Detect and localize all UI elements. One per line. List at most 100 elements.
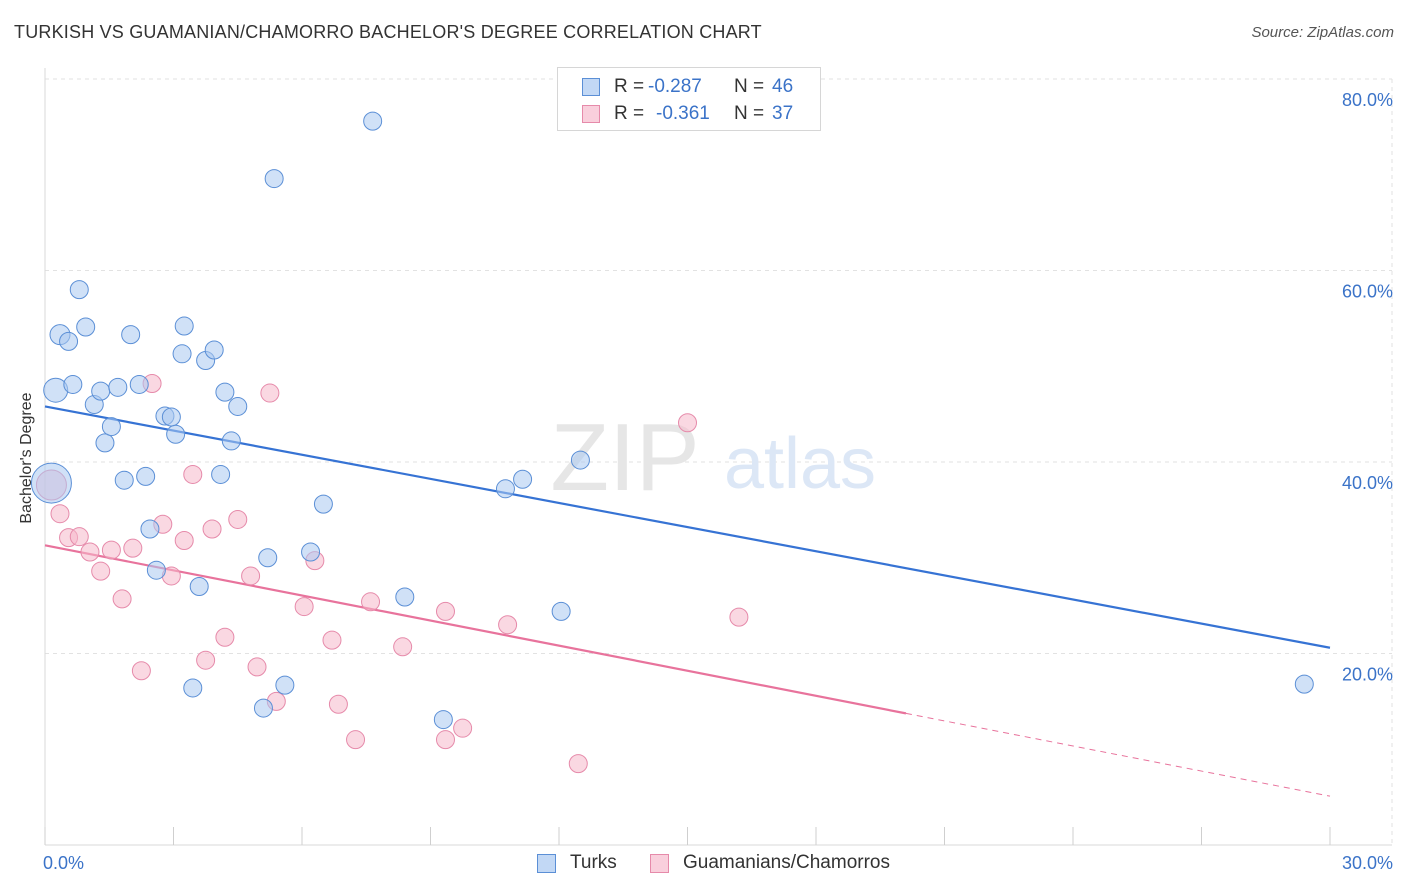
turks-point (570, 450, 590, 470)
turks-point (59, 331, 79, 351)
turks-swatch (582, 78, 600, 96)
x-tick-label-max: 30.0% (1342, 853, 1393, 873)
trend-line (44, 405, 1331, 649)
turks-point (189, 576, 209, 596)
chart-source: Source: ZipAtlas.com (1251, 24, 1394, 41)
guamanian-point (196, 650, 216, 670)
turks-point (114, 470, 134, 490)
guamanians-legend-label: Guamanians/Chamorros (683, 852, 890, 873)
guamanian-point (678, 413, 697, 433)
n-value: 46 (772, 76, 794, 97)
guamanian-point (435, 730, 455, 750)
guamanian-point (568, 754, 588, 774)
turks-point (258, 548, 278, 568)
guamanian-point (112, 589, 132, 609)
guamanian-point (91, 561, 111, 581)
guamanian-point (215, 627, 235, 647)
r-label: R = (614, 103, 645, 124)
r-value: -0.361 (656, 103, 710, 124)
stats-legend: R = -0.287 N = 46 R = -0.361 N = 37 (557, 67, 821, 131)
turks-legend-label: Turks (570, 852, 617, 873)
y-tick-label: 80.0% (1342, 90, 1393, 110)
guamanian-point (80, 542, 100, 562)
turks-point (275, 675, 295, 695)
turks-point (63, 374, 83, 394)
guamanian-point (183, 464, 203, 484)
trend-line (44, 544, 907, 715)
turks-point (146, 560, 166, 580)
tick-label-layer: 20.0% 40.0% 60.0% 80.0% 0.0% 30.0% (43, 90, 1393, 873)
turks-point (395, 587, 415, 607)
turks-point (129, 374, 149, 394)
turks-legend-swatch (537, 854, 556, 873)
guamanian-point (241, 566, 261, 586)
turks-point (69, 280, 89, 300)
turks-point (1294, 674, 1314, 694)
guamanian-point (123, 538, 143, 558)
guamanian-point (69, 527, 89, 547)
guamanian-point (50, 504, 70, 524)
turks-point (30, 462, 72, 504)
turks-point (172, 344, 192, 364)
guamanian-point (729, 607, 749, 627)
turks-point (301, 542, 321, 562)
points-layer (30, 111, 1314, 774)
trend-layer (44, 405, 1331, 797)
guamanian-point (294, 597, 314, 617)
guamanian-point (435, 601, 455, 621)
turks-point (174, 316, 194, 336)
guamanian-point (101, 540, 121, 560)
grid-layer (45, 78, 1393, 845)
guamanians-swatch (582, 105, 600, 123)
guamanian-point (328, 694, 348, 714)
guamanian-point (346, 730, 366, 750)
y-tick-label: 40.0% (1342, 473, 1393, 493)
turks-point (221, 431, 241, 451)
chart-title: TURKISH VS GUAMANIAN/CHAMORRO BACHELOR'S… (14, 22, 762, 42)
turks-point (161, 407, 181, 427)
turks-point (166, 424, 186, 444)
turks-point (228, 396, 248, 416)
turks-point (433, 710, 453, 730)
guamanian-point (498, 615, 518, 635)
r-label: R = (614, 76, 645, 97)
turks-point (313, 494, 333, 514)
n-label: N = (734, 103, 765, 124)
guamanian-point (361, 592, 381, 612)
guamanian-point (247, 657, 267, 677)
x-tick-label-min: 0.0% (43, 853, 84, 873)
guamanian-point (174, 531, 194, 551)
guamanian-point (131, 661, 151, 681)
turks-point (95, 433, 115, 453)
guamanian-point (453, 718, 473, 738)
turks-point (136, 466, 156, 486)
guamanian-point (393, 637, 413, 657)
guamanians-legend-swatch (650, 854, 669, 873)
turks-point (183, 678, 203, 698)
y-tick-label: 20.0% (1342, 665, 1393, 685)
n-label: N = (734, 76, 765, 97)
turks-point (76, 317, 96, 337)
guamanian-point (202, 519, 222, 539)
axis-layer (44, 68, 1392, 846)
turks-point (551, 601, 571, 621)
turks-point (215, 382, 235, 402)
turks-point (91, 381, 111, 401)
y-tick-label: 60.0% (1342, 282, 1393, 302)
turks-point (204, 340, 224, 360)
turks-point (264, 169, 284, 189)
turks-point (513, 469, 533, 489)
watermark-atlas: atlas (724, 424, 876, 504)
guamanian-point (260, 383, 280, 403)
turks-point (140, 519, 160, 539)
turks-point (101, 417, 121, 437)
turks-point (253, 698, 273, 718)
trend-line-extension (905, 712, 1331, 797)
watermark: ZIP atlas (550, 404, 876, 511)
turks-point (211, 464, 231, 484)
r-value: -0.287 (648, 76, 702, 97)
turks-point (108, 377, 128, 397)
guamanian-point (322, 630, 342, 650)
turks-point (121, 325, 141, 345)
